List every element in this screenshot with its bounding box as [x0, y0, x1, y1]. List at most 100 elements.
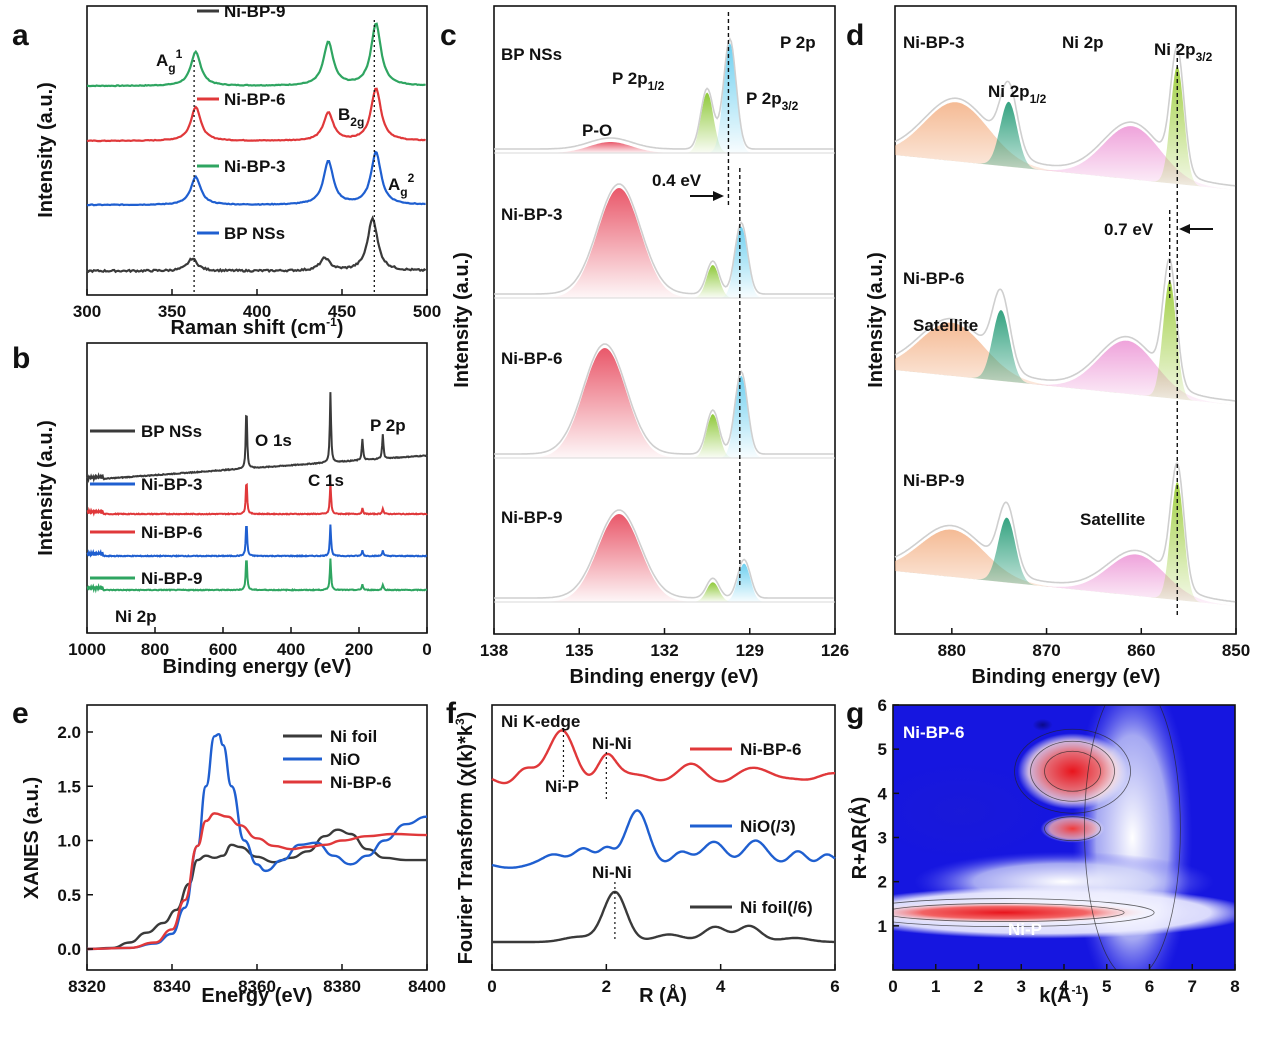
annotation-nip-f: Ni-P — [545, 777, 579, 796]
annotation-satellite-1: Satellite — [913, 316, 978, 335]
panel-f-title: Ni K-edge — [501, 712, 580, 731]
wt-hot-nip — [893, 901, 1155, 924]
survey-series-red — [86, 482, 428, 517]
ft-series-2 — [492, 890, 835, 944]
panel-e-yticklabel-2: 1.0 — [57, 832, 81, 851]
panel-b-ticklabel-0: 1000 — [68, 640, 106, 659]
raman-series-green — [86, 22, 426, 88]
ni2p-envelope-0 — [894, 46, 1236, 187]
annotation-nini-top: Ni-Ni — [592, 734, 632, 753]
panel-f-ticklabel-3: 6 — [830, 977, 839, 996]
ni2p-fill-s1-0 — [895, 102, 1236, 190]
panel-g: 0 1 2 3 4 5 6 7 8 1 2 3 4 5 6 Ni-BP-6 Ni-P k(Å-1) R+ΔR… — [847, 696, 1240, 1007]
panel-g-ticklabel-2: 2 — [974, 977, 983, 996]
ni2p-envelope-1 — [894, 258, 1236, 402]
annotation-shift-d: 0.7 eV — [1104, 220, 1154, 239]
panel-e-yticklabel-1: 0.5 — [57, 886, 81, 905]
panel-e-xlabel: Energy (eV) — [201, 985, 312, 1007]
panel-f-ticklabel-1: 2 — [602, 977, 611, 996]
panel-b-frame — [86, 342, 428, 634]
wt-contour-6 — [1084, 705, 1181, 970]
panel-g-title: Ni-BP-6 — [903, 723, 964, 742]
panel-c-title: P 2p — [780, 33, 816, 52]
panel-g-xlabel: k(Å-1) — [1039, 983, 1089, 1007]
panel-g-yticklabel-3: 4 — [878, 784, 888, 803]
panel-c-xlabel: Binding energy (eV) — [570, 666, 759, 688]
panel-b: 1000 800 600 400 200 0 BP NSs Ni-BP-3 Ni-BP-6 Ni… — [35, 342, 432, 678]
panel-e-yticklabel-3: 1.5 — [57, 777, 81, 796]
panel-a-ticklabel-1: 350 — [158, 302, 186, 321]
survey-legend-2: Ni-BP-6 — [141, 523, 202, 542]
panel-g-ticklabel-3: 3 — [1017, 977, 1026, 996]
p2p-envelope-3 — [494, 509, 834, 599]
panel-e-yticklabel-4: 2.0 — [57, 723, 81, 742]
panel-g-ticklabel-6: 6 — [1145, 977, 1154, 996]
ni2p-envelope-2 — [894, 462, 1236, 603]
annotation-n12: Ni 2p1/2 — [988, 82, 1047, 106]
p2p-fill-po-2 — [494, 348, 835, 458]
annotation-ag2: Ag2 — [388, 171, 415, 199]
xanes-series-1 — [86, 732, 428, 951]
panel-f-xlabel: R (Å) — [639, 983, 687, 1007]
wt-contour-1 — [893, 903, 1125, 922]
ni2p-fill-s1-2 — [895, 529, 1236, 606]
xanes-legend-2: Ni-BP-6 — [330, 773, 391, 792]
annotation-nip-g: Ni-P — [1008, 920, 1042, 939]
panel-d-frame — [894, 5, 1237, 635]
p2p-sample-label-0: BP NSs — [501, 45, 562, 64]
p2p-sample-label-3: Ni-BP-9 — [501, 508, 562, 527]
panel-c-ylabel: Intensity (a.u.) — [451, 252, 473, 388]
wt-spot — [1032, 718, 1053, 731]
panel-b-ticklabel-2: 600 — [209, 640, 237, 659]
p2p-envelope-0 — [494, 37, 834, 150]
panel-d-ticklabel-0: 880 — [938, 641, 966, 660]
annotation-b2g: B2g — [338, 105, 364, 129]
panel-e-ticklabel-3: 8380 — [323, 977, 361, 996]
panel-label-d: d — [846, 19, 864, 52]
panel-d-ticklabel-1: 870 — [1032, 641, 1060, 660]
p2p-fill-p32-1 — [494, 226, 835, 298]
survey-legend-1: Ni-BP-3 — [141, 475, 202, 494]
annotation-p2p: P 2p — [370, 416, 406, 435]
panel-c-ticklabel-2: 132 — [650, 641, 678, 660]
panel-d-ticklabel-2: 860 — [1127, 641, 1155, 660]
panel-c-ticklabel-0: 138 — [480, 641, 508, 660]
ni2p-fill-n32-1 — [895, 280, 1236, 405]
wt-contour-0 — [893, 898, 1155, 927]
annotation-o1s: O 1s — [255, 431, 292, 450]
panel-b-ticklabel-4: 200 — [345, 640, 373, 659]
panel-g-ticklabel-5: 5 — [1102, 977, 1111, 996]
panel-label-f: f — [446, 697, 457, 730]
p2p-sample-label-2: Ni-BP-6 — [501, 349, 562, 368]
panel-e-ylabel: XANES (a.u.) — [21, 777, 43, 899]
panel-g-ticklabel-8: 8 — [1230, 977, 1239, 996]
wt-contour-3 — [1044, 750, 1101, 792]
panel-a-xlabel: Raman shift (cm-1) — [171, 315, 344, 339]
panel-a-frame — [86, 5, 428, 296]
panel-g-ticklabel-4: 4 — [1059, 977, 1069, 996]
panel-label-a: a — [12, 19, 29, 52]
raman-series-red — [86, 87, 426, 143]
annotation-ni2p: Ni 2p — [115, 607, 157, 626]
panel-c-ticklabel-3: 129 — [736, 641, 764, 660]
panel-e-ticklabel-0: 8320 — [68, 977, 106, 996]
panel-a-ticklabel-3: 450 — [328, 302, 356, 321]
panel-g-ticklabel-1: 1 — [931, 977, 940, 996]
survey-series-blue — [86, 524, 428, 558]
panel-e: 8320 8340 8360 8380 8400 0.0 0.5 1.0 1.5 2.0 Ni f… — [21, 704, 446, 1007]
panel-e-yticklabel-0: 0.0 — [57, 940, 81, 959]
survey-legend-3: Ni-BP-9 — [141, 569, 202, 588]
shift-arrowhead-d — [1179, 224, 1190, 234]
xanes-legend-1: NiO — [330, 750, 360, 769]
ni2p-fill-s2-0 — [895, 126, 1236, 190]
legend-ni-bp-9: Ni-BP-9 — [224, 2, 285, 21]
annotation-c1s: C 1s — [308, 471, 344, 490]
panel-g-yticklabel-1: 2 — [878, 873, 887, 892]
panel-c: 138 135 132 129 126 P 2p P-O P 2p1/2 P 2p3/2… — [451, 5, 849, 688]
panel-a-ticklabel-0: 300 — [73, 302, 101, 321]
raman-series-black — [86, 215, 427, 274]
panel-d-title: Ni 2p — [1062, 33, 1104, 52]
survey-series-black — [86, 392, 428, 484]
panel-g-yticklabel-2: 3 — [878, 829, 887, 848]
panel-g-ticklabel-7: 7 — [1188, 977, 1197, 996]
